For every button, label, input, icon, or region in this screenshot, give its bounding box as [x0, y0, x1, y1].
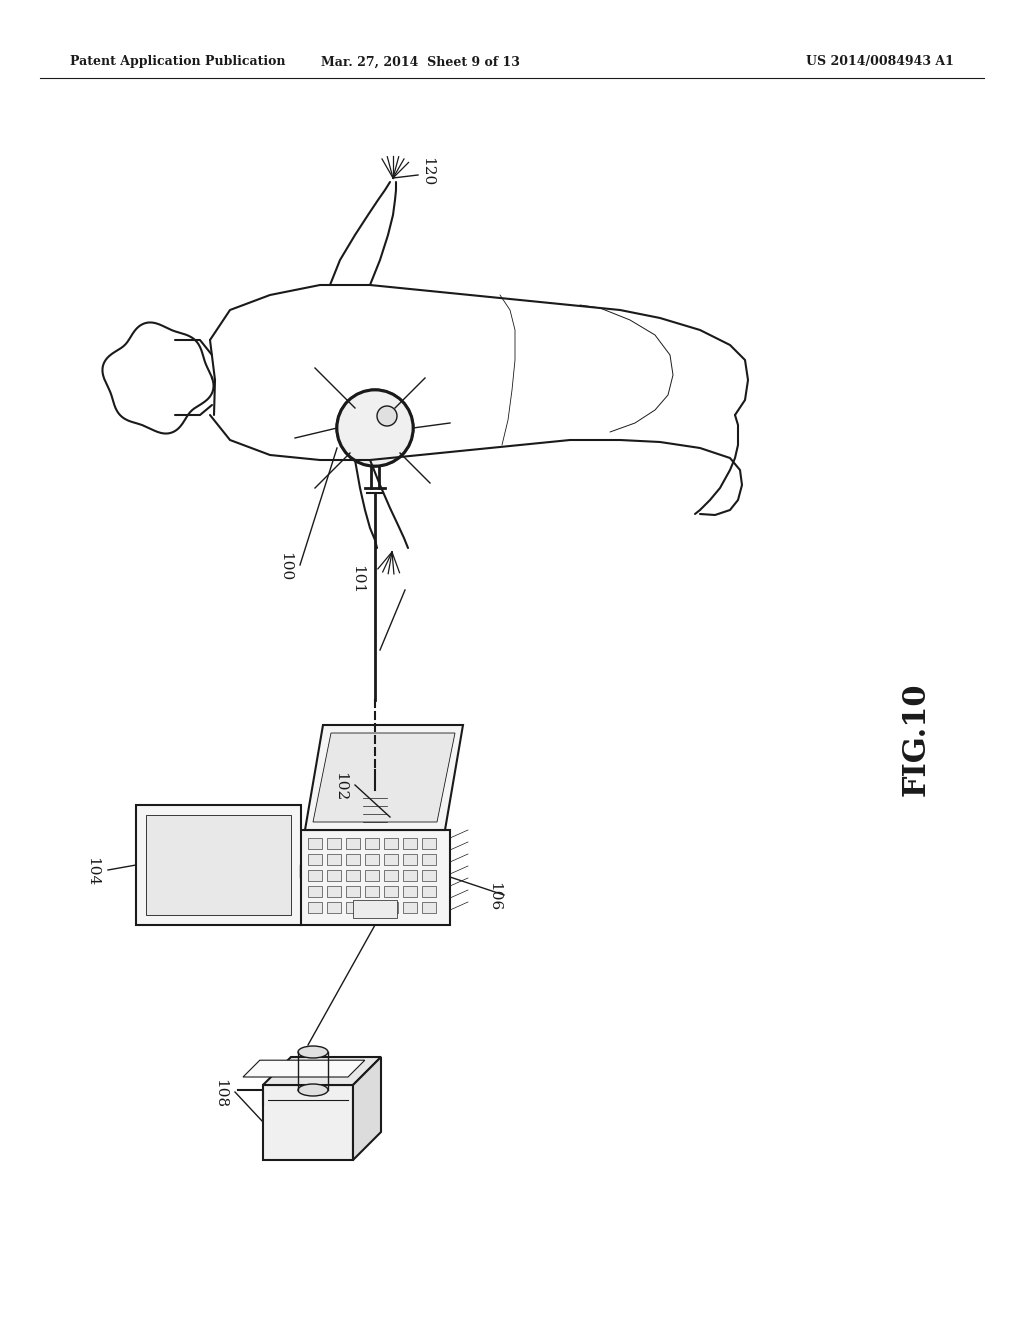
Bar [308, 838, 322, 849]
Bar [146, 814, 291, 915]
Bar [384, 886, 398, 898]
Bar [308, 902, 322, 913]
Bar [346, 902, 360, 913]
Bar [365, 870, 379, 880]
Bar [308, 854, 322, 865]
Bar [384, 838, 398, 849]
Bar [365, 886, 379, 898]
Ellipse shape [298, 1045, 328, 1059]
Ellipse shape [298, 1084, 328, 1096]
Text: 104: 104 [85, 858, 99, 887]
Polygon shape [263, 1057, 381, 1085]
Bar [403, 854, 417, 865]
Text: FIG.10: FIG.10 [901, 682, 932, 796]
Bar [360, 789, 390, 845]
Bar [422, 838, 436, 849]
Bar [346, 854, 360, 865]
Polygon shape [243, 1060, 365, 1077]
Bar [346, 886, 360, 898]
Polygon shape [313, 733, 455, 822]
Bar [384, 902, 398, 913]
Polygon shape [353, 1057, 381, 1160]
Bar [327, 886, 341, 898]
Text: 106: 106 [487, 882, 501, 912]
Bar [308, 886, 322, 898]
Bar [365, 838, 379, 849]
Bar [384, 854, 398, 865]
Circle shape [377, 407, 397, 426]
Text: 100: 100 [278, 552, 292, 582]
Bar [403, 870, 417, 880]
Text: 102: 102 [333, 772, 347, 801]
Polygon shape [305, 725, 463, 830]
Bar [384, 870, 398, 880]
Text: 120: 120 [420, 157, 434, 186]
Text: Mar. 27, 2014  Sheet 9 of 13: Mar. 27, 2014 Sheet 9 of 13 [321, 55, 519, 69]
Bar [300, 830, 450, 925]
Polygon shape [263, 1085, 353, 1160]
Bar [365, 854, 379, 865]
Bar [327, 870, 341, 880]
Text: Patent Application Publication: Patent Application Publication [70, 55, 286, 69]
Bar [403, 902, 417, 913]
Bar [327, 902, 341, 913]
Bar [327, 854, 341, 865]
Text: 108: 108 [213, 1080, 227, 1109]
Bar [422, 886, 436, 898]
Bar [403, 886, 417, 898]
Bar [403, 838, 417, 849]
Bar [136, 805, 301, 925]
Bar [353, 900, 397, 917]
Bar [422, 902, 436, 913]
Bar [422, 854, 436, 865]
Bar [346, 838, 360, 849]
Bar [365, 902, 379, 913]
Bar [308, 870, 322, 880]
Text: 101: 101 [350, 565, 364, 594]
Bar [327, 838, 341, 849]
Text: US 2014/0084943 A1: US 2014/0084943 A1 [806, 55, 954, 69]
Bar [346, 870, 360, 880]
Bar [422, 870, 436, 880]
Circle shape [337, 389, 413, 466]
